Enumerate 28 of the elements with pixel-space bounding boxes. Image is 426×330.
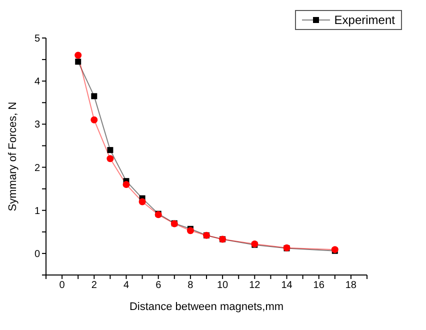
point — [75, 58, 82, 65]
x-tick-label: 4 — [123, 280, 130, 292]
x-tick-label: 6 — [156, 280, 162, 292]
x-tick-label: 18 — [345, 280, 357, 292]
y-tick-label: 0 — [34, 249, 40, 260]
y-tick-label: 3 — [34, 120, 40, 131]
x-tick-label: 8 — [188, 280, 194, 292]
y-tick-label: 2 — [34, 162, 40, 174]
point — [106, 155, 114, 162]
x-tick-label: 14 — [281, 280, 293, 292]
y-tick-label: 4 — [34, 76, 40, 88]
x-tick-label: 16 — [313, 280, 325, 292]
y-tick-label: 5 — [34, 34, 40, 45]
y-tick-label: 1 — [34, 206, 40, 217]
point — [90, 116, 98, 124]
legend-label: Experiment — [334, 13, 395, 27]
x-axis-title: Distance between magnets,mm — [129, 301, 284, 313]
point — [186, 227, 194, 234]
point — [74, 52, 82, 59]
point — [91, 93, 98, 100]
x-tick-label: 10 — [216, 280, 229, 292]
y-axis-title: Symmary of Forces, N — [6, 102, 19, 212]
x-tick-label: 12 — [249, 280, 261, 292]
x-tick-label: 0 — [59, 280, 66, 292]
point — [122, 181, 130, 188]
point — [107, 147, 114, 154]
point — [138, 198, 146, 206]
x-tick-label: 2 — [91, 280, 98, 292]
